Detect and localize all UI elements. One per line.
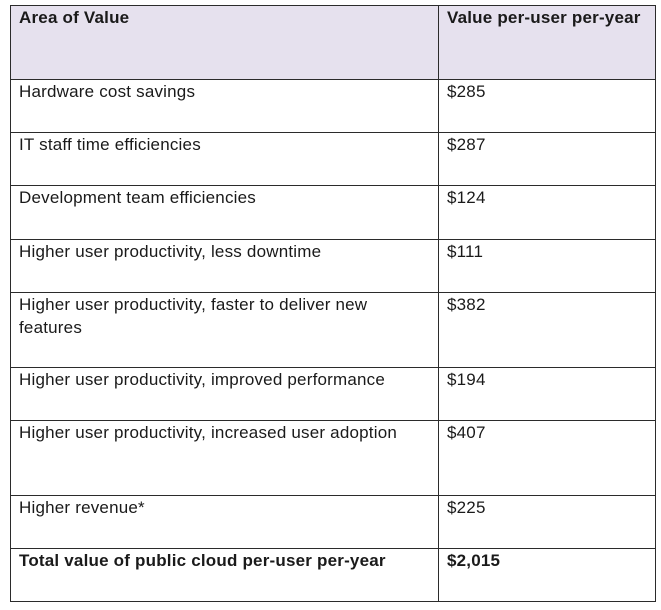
area-cell: Higher user productivity, less downtime: [10, 239, 439, 293]
value-cell: $285: [438, 79, 656, 133]
area-cell: Development team efficiencies: [10, 185, 439, 240]
table-header-row: Area of Value Value per-user per-year: [10, 5, 656, 80]
value-cell: $225: [438, 495, 656, 549]
area-cell: Higher user productivity, increased user…: [10, 420, 439, 496]
value-cell: $382: [438, 292, 656, 368]
value-cell: $111: [438, 239, 656, 293]
table-row: Development team efficiencies $124: [10, 185, 656, 240]
table-row: Higher user productivity, improved perfo…: [10, 367, 656, 421]
table-row: Higher revenue* $225: [10, 495, 656, 549]
total-value-cell: $2,015: [438, 548, 656, 602]
value-cell: $287: [438, 132, 656, 186]
column-header-value: Value per-user per-year: [438, 5, 656, 80]
table-row: Higher user productivity, less downtime …: [10, 239, 656, 293]
table-row: Higher user productivity, increased user…: [10, 420, 656, 496]
total-row: Total value of public cloud per-user per…: [10, 548, 656, 602]
value-cell: $194: [438, 367, 656, 421]
table-row: Hardware cost savings $285: [10, 79, 656, 133]
area-cell: Higher user productivity, improved perfo…: [10, 367, 439, 421]
table-row: Higher user productivity, faster to deli…: [10, 292, 656, 368]
value-table: Area of Value Value per-user per-year Ha…: [10, 5, 656, 602]
area-cell: Hardware cost savings: [10, 79, 439, 133]
value-cell: $407: [438, 420, 656, 496]
total-label-cell: Total value of public cloud per-user per…: [10, 548, 439, 602]
area-cell: Higher revenue*: [10, 495, 439, 549]
table-row: IT staff time efficiencies $287: [10, 132, 656, 186]
area-cell: IT staff time efficiencies: [10, 132, 439, 186]
column-header-area: Area of Value: [10, 5, 439, 80]
area-cell: Higher user productivity, faster to deli…: [10, 292, 439, 368]
value-cell: $124: [438, 185, 656, 240]
